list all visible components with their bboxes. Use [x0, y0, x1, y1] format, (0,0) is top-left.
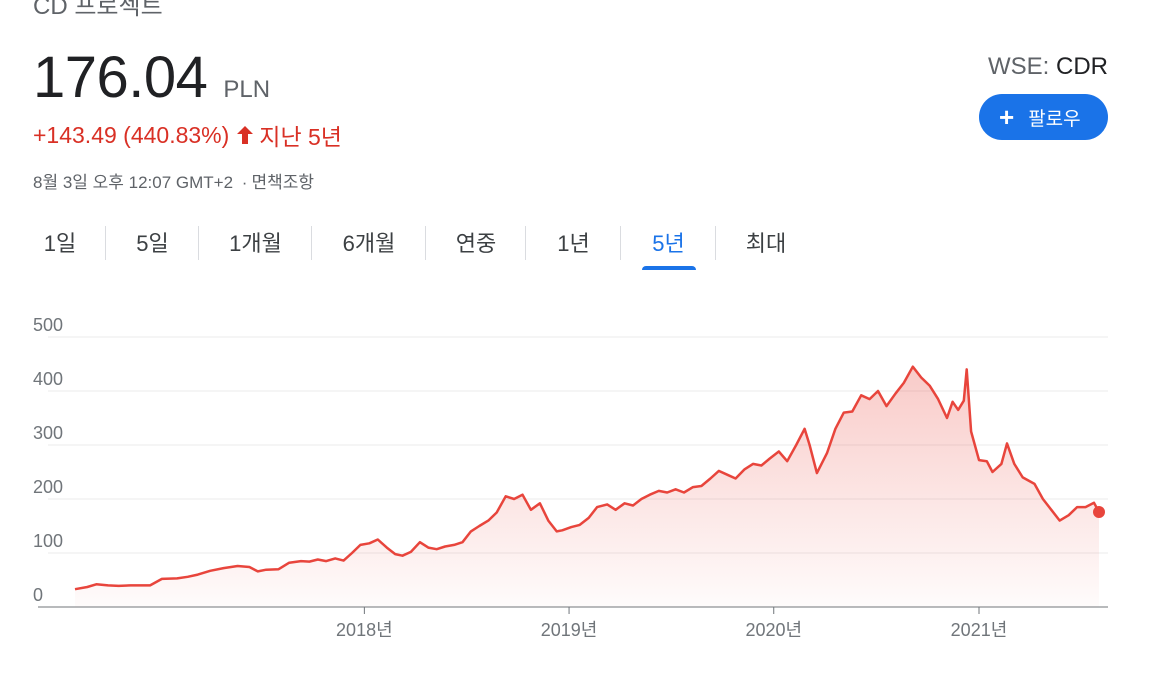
quote-meta: 8월 3일 오후 12:07 GMT+2 · 면책조항 — [33, 168, 314, 193]
y-tick-label: 200 — [33, 477, 63, 497]
tab-1y[interactable]: 1년 — [526, 222, 621, 262]
y-tick-label: 0 — [33, 585, 43, 605]
disclaimer-link[interactable]: 면책조항 — [251, 173, 315, 192]
last-price-dot — [1093, 505, 1105, 518]
change-value: +143.49 (440.83%) — [33, 121, 230, 148]
tab-ytd[interactable]: 연중 — [426, 222, 526, 262]
y-tick-label: 500 — [33, 315, 63, 335]
x-tick-label: 2019년 — [541, 620, 598, 640]
company-name: CD 프로젝트 — [33, 0, 163, 20]
tab-max[interactable]: 최대 — [716, 222, 816, 262]
tab-label: 6개월 — [342, 231, 396, 256]
change-period: 지난 5년 — [259, 124, 342, 150]
exchange-label: WSE: — [987, 53, 1050, 80]
x-tick-label: 2021년 — [951, 620, 1008, 640]
current-price: 176.04 — [33, 45, 208, 110]
tab-label: 1개월 — [229, 231, 282, 256]
range-tabs: 1일 5일 1개월 6개월 연중 1년 5년 최대 — [14, 222, 816, 270]
price-change: +143.49 (440.83%) 지난 5년 — [33, 118, 342, 152]
y-tick-label: 300 — [33, 423, 63, 443]
tab-5y[interactable]: 5년 — [621, 222, 716, 270]
tab-6m[interactable]: 6개월 — [312, 222, 426, 262]
follow-label: 팔로우 — [1028, 108, 1081, 130]
tab-label: 1일 — [43, 231, 77, 256]
price-area-fill — [75, 366, 1099, 607]
tab-label: 5년 — [652, 231, 685, 256]
tab-label: 최대 — [745, 231, 787, 256]
x-tick-label: 2018년 — [336, 620, 393, 640]
price-line — [74, 365, 1101, 591]
y-tick-label: 100 — [33, 531, 63, 551]
tab-label: 1년 — [557, 231, 590, 256]
plus-icon: + — [999, 102, 1015, 132]
price-row: 176.04 PLN — [33, 44, 270, 111]
currency: PLN — [223, 76, 271, 103]
meta-separator: · — [241, 173, 248, 192]
arrow-up-icon — [237, 126, 254, 144]
timestamp: 8월 3일 오후 12:07 GMT+2 — [33, 173, 234, 192]
x-tick-label: 2020년 — [745, 620, 802, 640]
tab-5d[interactable]: 5일 — [106, 222, 199, 262]
exchange-ticker: WSE: CDR — [988, 53, 1108, 81]
ticker-code: CDR — [1056, 53, 1108, 80]
tab-label: 5일 — [136, 231, 169, 256]
tab-1m[interactable]: 1개월 — [199, 222, 312, 262]
tab-label: 연중 — [455, 231, 497, 256]
tab-1d[interactable]: 1일 — [14, 222, 106, 262]
follow-button[interactable]: + 팔로우 — [979, 94, 1108, 140]
y-tick-label: 400 — [33, 369, 63, 389]
